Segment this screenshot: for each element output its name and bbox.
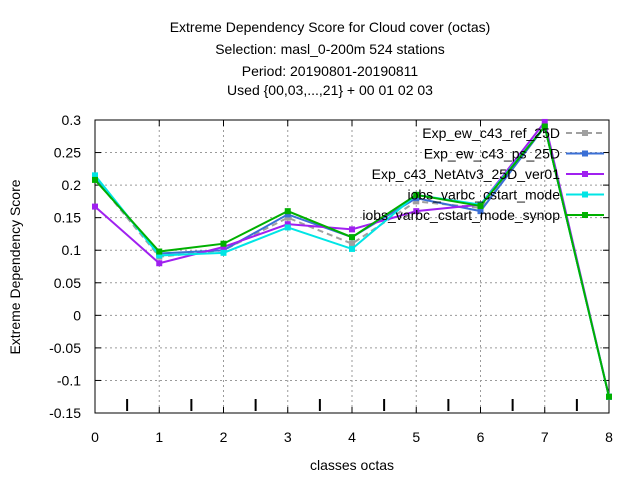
legend-swatch-marker bbox=[582, 130, 588, 136]
series-layer bbox=[92, 118, 612, 400]
y-tick-label: 0.15 bbox=[54, 210, 81, 226]
title-line-4: Used {00,03,...,21} + 00 01 02 03 bbox=[227, 82, 433, 98]
x-tick-label: 7 bbox=[541, 429, 549, 445]
grid bbox=[95, 120, 609, 413]
x-tick-label: 4 bbox=[348, 429, 356, 445]
y-tick-label: 0.05 bbox=[54, 275, 81, 291]
y-tick-label: 0.1 bbox=[62, 242, 82, 258]
data-point bbox=[92, 203, 98, 210]
x-tick-label: 2 bbox=[220, 429, 228, 445]
title-line-3: Period: 20190801-20190811 bbox=[242, 63, 419, 79]
y-tick-label: 0 bbox=[73, 307, 81, 323]
y-axis-label: Extreme Dependency Score bbox=[7, 179, 23, 354]
y-tick-label: 0.3 bbox=[62, 112, 82, 128]
y-tick-label: -0.1 bbox=[57, 372, 81, 388]
data-point bbox=[156, 252, 163, 259]
legend-label: iobs_varbc_cstart_mode bbox=[407, 187, 560, 203]
data-point bbox=[284, 208, 291, 215]
title-line-1: Extreme Dependency Score for Cloud cover… bbox=[170, 19, 491, 35]
x-tick-label: 5 bbox=[412, 429, 420, 445]
data-point bbox=[541, 118, 548, 125]
y-axis: -0.15 -0.1 -0.05 0 0.05 0.1 0.15 0.2 0.25 0.3 bbox=[49, 112, 609, 421]
x-axis: 0 1 2 3 4 5 6 7 8 bbox=[91, 120, 613, 445]
data-point bbox=[477, 202, 484, 209]
data-point bbox=[284, 214, 291, 221]
legend-item: Exp_ew_c43_ref_25D bbox=[422, 125, 604, 141]
data-point bbox=[220, 243, 227, 250]
title-line-2: Selection: masl_0-200m 524 stations bbox=[215, 41, 445, 57]
x-axis-label: classes octas bbox=[310, 457, 394, 473]
x-tick-label: 6 bbox=[477, 429, 485, 445]
data-point bbox=[349, 226, 355, 233]
data-point bbox=[477, 208, 484, 215]
data-point bbox=[156, 260, 163, 267]
legend: Exp_ew_c43_ref_25D Exp_ew_c43_ps_25D Exp_c… bbox=[362, 125, 604, 223]
legend-item: iobs_varbc_cstart_mode bbox=[407, 187, 604, 203]
minor-ticks bbox=[126, 399, 578, 411]
x-tick-label: 0 bbox=[91, 429, 99, 445]
data-point bbox=[284, 221, 291, 228]
data-point bbox=[349, 240, 355, 247]
data-point bbox=[413, 208, 420, 215]
y-tick-label: 0.2 bbox=[62, 177, 82, 193]
legend-label: Exp_c43_NetAtv3_25D_ver01 bbox=[372, 166, 561, 182]
x-tick-label: 8 bbox=[605, 429, 613, 445]
legend-swatch-marker bbox=[582, 171, 588, 177]
data-point bbox=[220, 240, 227, 247]
x-tick-label: 3 bbox=[284, 429, 292, 445]
legend-label: Exp_ew_c43_ref_25D bbox=[422, 125, 560, 141]
data-point bbox=[284, 224, 291, 231]
data-point bbox=[92, 172, 98, 179]
legend-swatch-marker bbox=[582, 212, 588, 218]
data-point bbox=[413, 195, 420, 202]
data-point bbox=[156, 248, 163, 255]
legend-label: Exp_ew_c43_ps_25D bbox=[424, 146, 560, 162]
data-point bbox=[284, 211, 291, 218]
data-point bbox=[541, 123, 548, 130]
data-point bbox=[413, 191, 420, 198]
y-tick-label: -0.05 bbox=[49, 340, 81, 356]
legend-swatch-marker bbox=[582, 191, 588, 198]
data-point bbox=[349, 234, 355, 241]
legend-label: iobs_varbc_cstart_mode_synop bbox=[362, 207, 560, 223]
legend-item: iobs_varbc_cstart_mode_synop bbox=[362, 207, 604, 223]
legend-item: Exp_ew_c43_ps_25D bbox=[424, 146, 604, 162]
data-point bbox=[349, 245, 355, 252]
data-point bbox=[92, 176, 98, 183]
data-point bbox=[606, 393, 612, 400]
series-iobs_varbc_cstart_mode_synop bbox=[92, 123, 612, 400]
y-tick-label: -0.15 bbox=[49, 405, 81, 421]
x-tick-label: 1 bbox=[155, 429, 163, 445]
data-point bbox=[220, 249, 227, 256]
data-point bbox=[413, 198, 420, 205]
y-tick-label: 0.25 bbox=[54, 145, 81, 161]
legend-swatch-marker bbox=[582, 150, 588, 157]
legend-item: Exp_c43_NetAtv3_25D_ver01 bbox=[372, 166, 604, 182]
chart-title: Extreme Dependency Score for Cloud cover… bbox=[170, 19, 491, 98]
